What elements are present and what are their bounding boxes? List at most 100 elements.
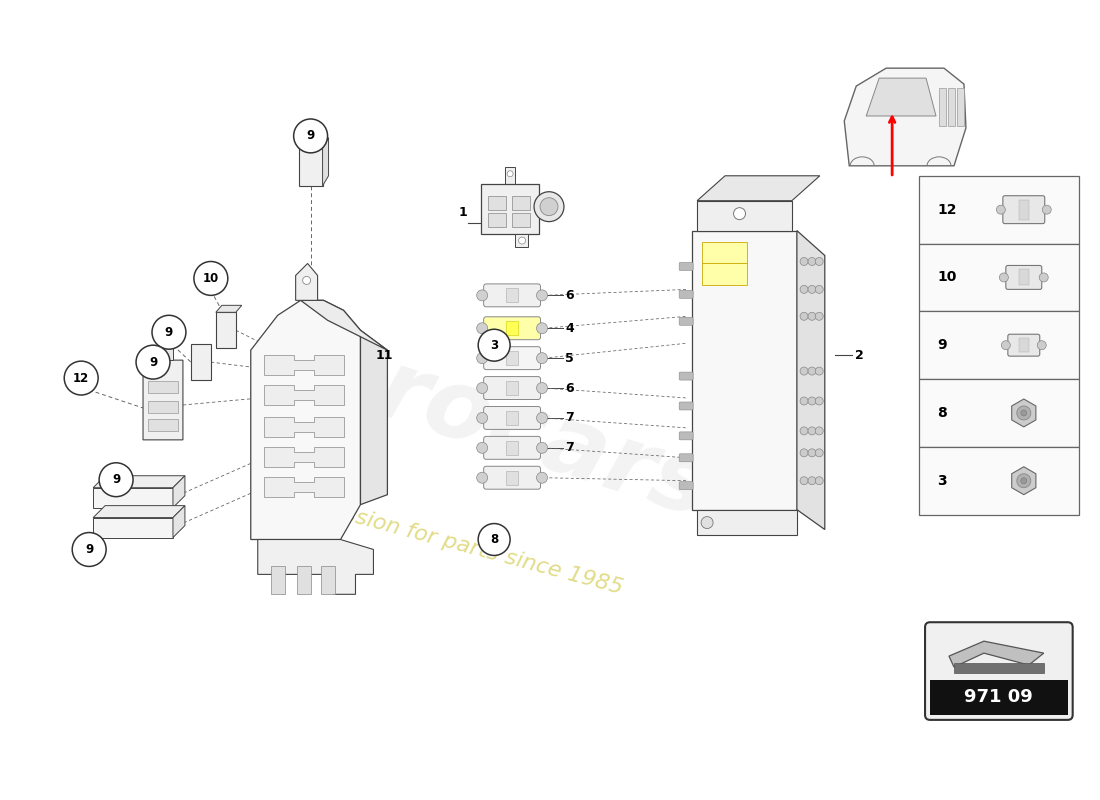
Circle shape xyxy=(1016,406,1031,420)
Circle shape xyxy=(815,477,823,485)
Circle shape xyxy=(808,258,816,266)
FancyBboxPatch shape xyxy=(1008,334,1040,356)
Circle shape xyxy=(152,315,186,349)
Circle shape xyxy=(294,119,328,153)
Text: 10: 10 xyxy=(937,270,956,285)
Circle shape xyxy=(537,353,548,364)
Text: 971 09: 971 09 xyxy=(965,688,1033,706)
Text: 9: 9 xyxy=(937,338,947,352)
Polygon shape xyxy=(264,447,343,466)
FancyBboxPatch shape xyxy=(679,454,693,462)
Text: 7: 7 xyxy=(565,411,574,425)
Circle shape xyxy=(537,472,548,483)
FancyBboxPatch shape xyxy=(484,284,540,307)
Bar xyxy=(191,344,211,380)
Circle shape xyxy=(1021,410,1026,416)
Circle shape xyxy=(1016,474,1031,488)
Circle shape xyxy=(1040,273,1048,282)
Circle shape xyxy=(800,427,808,435)
Text: a passion for parts since 1985: a passion for parts since 1985 xyxy=(295,491,625,598)
Circle shape xyxy=(808,367,816,375)
FancyBboxPatch shape xyxy=(925,622,1072,720)
FancyBboxPatch shape xyxy=(484,466,540,489)
Polygon shape xyxy=(1012,466,1036,494)
Polygon shape xyxy=(845,68,966,166)
Circle shape xyxy=(808,397,816,405)
Circle shape xyxy=(800,367,808,375)
Polygon shape xyxy=(257,539,373,594)
Circle shape xyxy=(1001,341,1010,350)
Circle shape xyxy=(734,208,746,220)
Text: 11: 11 xyxy=(375,349,393,362)
Polygon shape xyxy=(361,330,387,505)
Circle shape xyxy=(64,361,98,395)
Circle shape xyxy=(808,477,816,485)
Circle shape xyxy=(800,449,808,457)
Circle shape xyxy=(476,290,487,301)
Bar xyxy=(513,196,530,210)
Polygon shape xyxy=(957,88,964,126)
Bar xyxy=(513,213,530,226)
Circle shape xyxy=(73,533,106,566)
Bar xyxy=(506,470,518,485)
Polygon shape xyxy=(264,385,343,405)
Bar xyxy=(920,311,1079,379)
Polygon shape xyxy=(948,88,955,126)
Circle shape xyxy=(534,192,564,222)
Circle shape xyxy=(808,286,816,294)
Bar xyxy=(506,441,518,455)
Text: 8: 8 xyxy=(490,533,498,546)
Polygon shape xyxy=(866,78,936,116)
Polygon shape xyxy=(94,518,173,538)
FancyBboxPatch shape xyxy=(1005,266,1042,290)
Bar xyxy=(506,351,518,365)
Circle shape xyxy=(815,397,823,405)
Polygon shape xyxy=(296,263,318,300)
Circle shape xyxy=(540,198,558,216)
Circle shape xyxy=(800,286,808,294)
Text: 12: 12 xyxy=(73,371,89,385)
FancyBboxPatch shape xyxy=(679,482,693,490)
Circle shape xyxy=(808,427,816,435)
Bar xyxy=(920,176,1079,243)
Polygon shape xyxy=(697,510,796,534)
Polygon shape xyxy=(300,300,387,350)
Circle shape xyxy=(507,170,513,177)
Bar xyxy=(488,213,506,226)
Polygon shape xyxy=(1012,399,1036,427)
FancyBboxPatch shape xyxy=(1003,196,1045,224)
Bar xyxy=(148,419,178,431)
Text: 2: 2 xyxy=(855,349,864,362)
Text: 9: 9 xyxy=(112,474,120,486)
Bar xyxy=(702,242,747,263)
Circle shape xyxy=(815,449,823,457)
Circle shape xyxy=(476,353,487,364)
Polygon shape xyxy=(264,355,343,375)
Circle shape xyxy=(302,277,310,285)
Bar xyxy=(702,263,747,286)
Circle shape xyxy=(800,258,808,266)
Bar xyxy=(506,288,518,302)
Circle shape xyxy=(1021,478,1026,484)
Circle shape xyxy=(476,413,487,423)
Polygon shape xyxy=(251,300,361,539)
Circle shape xyxy=(99,462,133,497)
Polygon shape xyxy=(94,506,185,518)
Text: 7: 7 xyxy=(565,442,574,454)
Circle shape xyxy=(701,517,713,529)
Circle shape xyxy=(476,442,487,454)
Text: 5: 5 xyxy=(565,352,574,365)
Circle shape xyxy=(815,312,823,320)
Bar xyxy=(1019,338,1028,352)
Text: 9: 9 xyxy=(85,543,94,556)
Circle shape xyxy=(537,442,548,454)
Polygon shape xyxy=(697,176,820,201)
FancyBboxPatch shape xyxy=(679,432,693,440)
Polygon shape xyxy=(949,641,1044,667)
Circle shape xyxy=(537,290,548,301)
Circle shape xyxy=(800,397,808,405)
Bar xyxy=(954,663,1044,673)
Text: 1: 1 xyxy=(459,206,468,219)
Bar xyxy=(930,680,1068,715)
FancyBboxPatch shape xyxy=(484,406,540,430)
